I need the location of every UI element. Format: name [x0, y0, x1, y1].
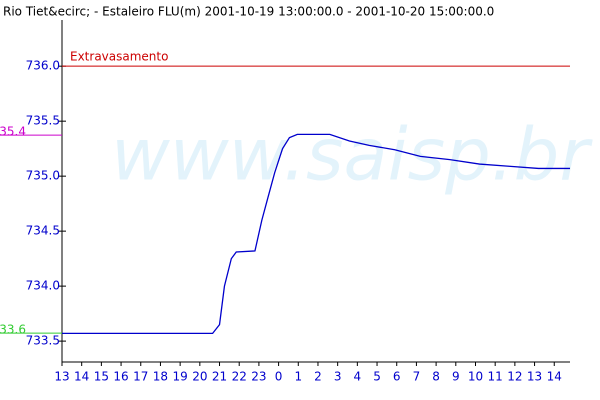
y-tick-label: 734.5 [26, 224, 60, 238]
watermark: www.saisp.br [111, 113, 593, 197]
x-tick-label: 20 [192, 370, 207, 384]
chart-title: Rio Tiet&ecirc; - Estaleiro FLU(m) 2001-… [3, 5, 494, 19]
x-tick-label: 5 [373, 370, 381, 384]
marker-label: 735.4 [0, 125, 26, 139]
x-tick-label: 13 [527, 370, 542, 384]
x-tick-label: 11 [488, 370, 503, 384]
y-tick-label: 735.0 [26, 169, 60, 183]
x-tick-label: 7 [413, 370, 421, 384]
y-tick-label: 736.0 [26, 59, 60, 73]
x-tick-label: 4 [354, 370, 362, 384]
x-tick-label: 12 [507, 370, 522, 384]
x-tick-label: 23 [251, 370, 266, 384]
y-tick-label: 734.0 [26, 279, 60, 293]
x-tick-label: 22 [232, 370, 247, 384]
x-tick-label: 6 [393, 370, 401, 384]
y-tick-label: 733.5 [26, 334, 60, 348]
data-line [62, 133, 570, 335]
marker-label: 733.6 [0, 323, 26, 337]
x-tick-label: 16 [113, 370, 128, 384]
x-tick-label: 15 [94, 370, 109, 384]
reference-label: Extravasamento [70, 50, 168, 64]
x-tick-label: 14 [74, 370, 89, 384]
x-tick-label: 14 [547, 370, 562, 384]
x-tick-label: 10 [468, 370, 483, 384]
x-tick-label: 13 [54, 370, 69, 384]
x-tick-label: 9 [452, 370, 460, 384]
x-tick-label: 0 [275, 370, 283, 384]
y-tick-label: 735.5 [26, 114, 60, 128]
x-tick-label: 21 [212, 370, 227, 384]
x-tick-label: 8 [432, 370, 440, 384]
x-tick-label: 3 [334, 370, 342, 384]
x-tick-label: 18 [153, 370, 168, 384]
x-tick-label: 1 [294, 370, 302, 384]
x-tick-label: 19 [172, 370, 187, 384]
x-tick-label: 17 [133, 370, 148, 384]
x-tick-label: 2 [314, 370, 322, 384]
